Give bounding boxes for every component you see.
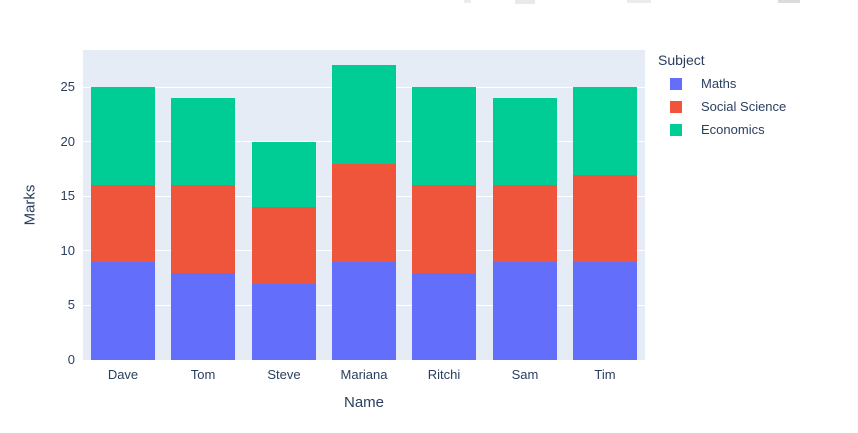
x-tick-label-dave: Dave bbox=[107, 367, 139, 382]
x-tick-label-steve: Steve bbox=[267, 367, 301, 382]
x-tick-label-sam: Sam bbox=[511, 367, 539, 382]
y-tick-label-0: 0 bbox=[67, 352, 75, 367]
bar-segment-ritchi-economics[interactable] bbox=[412, 87, 476, 186]
legend-item-maths[interactable]: Maths bbox=[655, 72, 786, 95]
bar-segment-tim-economics[interactable] bbox=[573, 87, 637, 175]
y-tick-label-10: 10 bbox=[60, 242, 75, 258]
bar-segment-steve-economics[interactable] bbox=[252, 141, 316, 208]
y-tick-label-5: 5 bbox=[67, 297, 75, 313]
bar-segment-sam-economics[interactable] bbox=[493, 98, 557, 186]
x-axis-title: Name bbox=[343, 394, 385, 411]
y-tick-label-25: 25 bbox=[60, 79, 75, 95]
legend-label: Maths bbox=[701, 76, 737, 91]
bar-segment-tim-social-science[interactable] bbox=[573, 174, 637, 262]
bar-segment-tom-social-science[interactable] bbox=[171, 185, 235, 273]
legend-swatch bbox=[670, 123, 682, 136]
bar-segment-ritchi-social-science[interactable] bbox=[412, 185, 476, 273]
legend-items: Maths Social Science Economics bbox=[655, 72, 786, 141]
modebar-camera-button-remnant[interactable] bbox=[778, 0, 800, 3]
bar-segment-sam-maths[interactable] bbox=[493, 261, 557, 360]
bar-segment-dave-maths[interactable] bbox=[91, 261, 155, 360]
bar-segment-sam-social-science[interactable] bbox=[493, 185, 557, 262]
bar-segment-tim-maths[interactable] bbox=[573, 261, 637, 360]
modebar-button-remnant[interactable] bbox=[515, 0, 535, 4]
legend-label: Social Science bbox=[701, 99, 787, 114]
legend: Subject Maths Social Science Economics bbox=[655, 52, 786, 141]
bar-segment-dave-social-science[interactable] bbox=[91, 185, 155, 262]
plot-area bbox=[83, 50, 645, 360]
bar-segment-steve-maths[interactable] bbox=[252, 283, 316, 360]
bar-segment-mariana-maths[interactable] bbox=[332, 261, 396, 360]
legend-swatch bbox=[670, 77, 682, 90]
y-axis-title: Marks bbox=[21, 184, 39, 226]
bar-segment-dave-economics[interactable] bbox=[91, 87, 155, 186]
x-tick-label-tim: Tim bbox=[594, 367, 616, 382]
legend-title: Subject bbox=[658, 52, 705, 68]
bar-segment-mariana-social-science[interactable] bbox=[332, 163, 396, 262]
legend-item-social-science[interactable]: Social Science bbox=[655, 95, 786, 118]
modebar-button-remnant[interactable] bbox=[464, 0, 471, 3]
y-tick-label-20: 20 bbox=[60, 133, 75, 149]
bar-segment-mariana-economics[interactable] bbox=[332, 65, 396, 164]
y-tick-label-15: 15 bbox=[60, 188, 75, 204]
bar-segment-ritchi-maths[interactable] bbox=[412, 272, 476, 360]
x-tick-label-tom: Tom bbox=[190, 367, 216, 382]
legend-label: Economics bbox=[701, 122, 765, 137]
bar-segment-tom-maths[interactable] bbox=[171, 272, 235, 360]
x-tick-label-mariana: Mariana bbox=[340, 367, 388, 382]
x-tick-label-ritchi: Ritchi bbox=[427, 367, 461, 382]
bar-segment-tom-economics[interactable] bbox=[171, 98, 235, 186]
bar-segment-steve-social-science[interactable] bbox=[252, 207, 316, 284]
legend-item-economics[interactable]: Economics bbox=[655, 118, 786, 141]
legend-swatch bbox=[670, 100, 682, 113]
modebar-button-remnant[interactable] bbox=[627, 0, 651, 3]
